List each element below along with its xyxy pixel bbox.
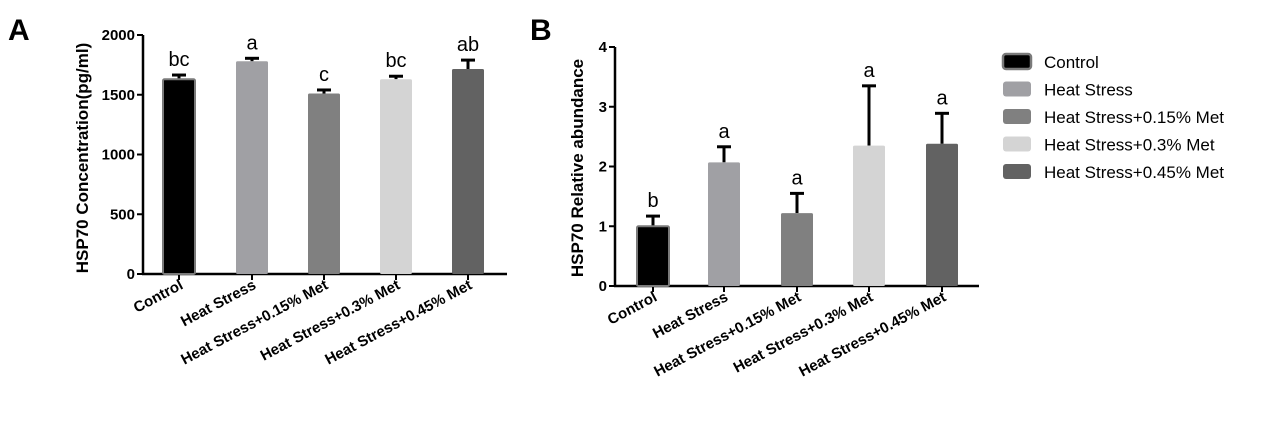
bar-a [308, 93, 340, 275]
y-tick-label-b: 2 [599, 159, 607, 176]
legend-label: Heat Stress+0.15% Met [1044, 108, 1224, 127]
bar-a [452, 69, 484, 275]
y-tick-label-a: 1000 [102, 147, 135, 164]
significance-label-a: bc [385, 50, 406, 72]
legend-label: Heat Stress+0.3% Met [1044, 136, 1215, 155]
panel-b: B HSP70 Relative abundance 01234ControlH… [530, 14, 979, 380]
x-tick-label-b: Control [605, 289, 660, 329]
y-tick-label-a: 1500 [102, 87, 135, 104]
bar-b [636, 225, 670, 287]
y-tick-label-b: 0 [599, 278, 607, 295]
y-tick-label-b: 3 [599, 99, 607, 116]
legend-swatch [1003, 109, 1031, 124]
bar-b [708, 162, 740, 286]
significance-label-a: bc [168, 49, 189, 71]
legend-swatch [1003, 136, 1031, 152]
bar-a [162, 78, 196, 275]
y-tick-label-a: 0 [127, 266, 135, 283]
x-tick-label-a: Control [131, 277, 186, 317]
significance-label-b: a [936, 87, 948, 109]
significance-label-a: a [246, 32, 258, 54]
panel-a: A HSP70 Concentration(pg/ml) 0 500 1000 150… [8, 14, 507, 368]
significance-label-b: a [718, 121, 730, 143]
legend-label: Heat Stress+0.45% Met [1044, 163, 1224, 182]
bar-a [380, 79, 412, 274]
panel-letter-a: A [8, 14, 30, 47]
y-tick-label-b: 1 [599, 218, 607, 235]
legend-swatch [1001, 52, 1033, 71]
legend: Control Heat Stress Heat Stress+0.15% Met H… [1001, 52, 1224, 182]
bars-b: b a a a a [636, 60, 958, 287]
significance-label-b: a [791, 167, 803, 189]
legend-label: Heat Stress [1044, 81, 1133, 100]
y-tick-label-a: 2000 [102, 27, 135, 44]
y-tick-label-a: 500 [110, 206, 135, 223]
significance-label-b: b [647, 190, 658, 212]
y-axis-label-b: HSP70 Relative abundance [568, 59, 587, 277]
bars-a: bc a c bc ab [162, 32, 484, 275]
legend-swatch [1003, 164, 1031, 179]
y-tick-label-b: 4 [599, 39, 608, 56]
significance-label-b: a [863, 60, 875, 82]
y-axis-label-a: HSP70 Concentration(pg/ml) [73, 43, 92, 273]
bar-a [236, 61, 268, 274]
legend-label: Control [1044, 53, 1099, 72]
legend-swatch [1003, 81, 1031, 97]
bar-b [781, 213, 813, 286]
bar-b [926, 143, 958, 286]
significance-label-a: ab [457, 34, 479, 56]
panel-letter-b: B [530, 14, 552, 47]
significance-label-a: c [319, 64, 329, 86]
bar-b [853, 145, 885, 286]
